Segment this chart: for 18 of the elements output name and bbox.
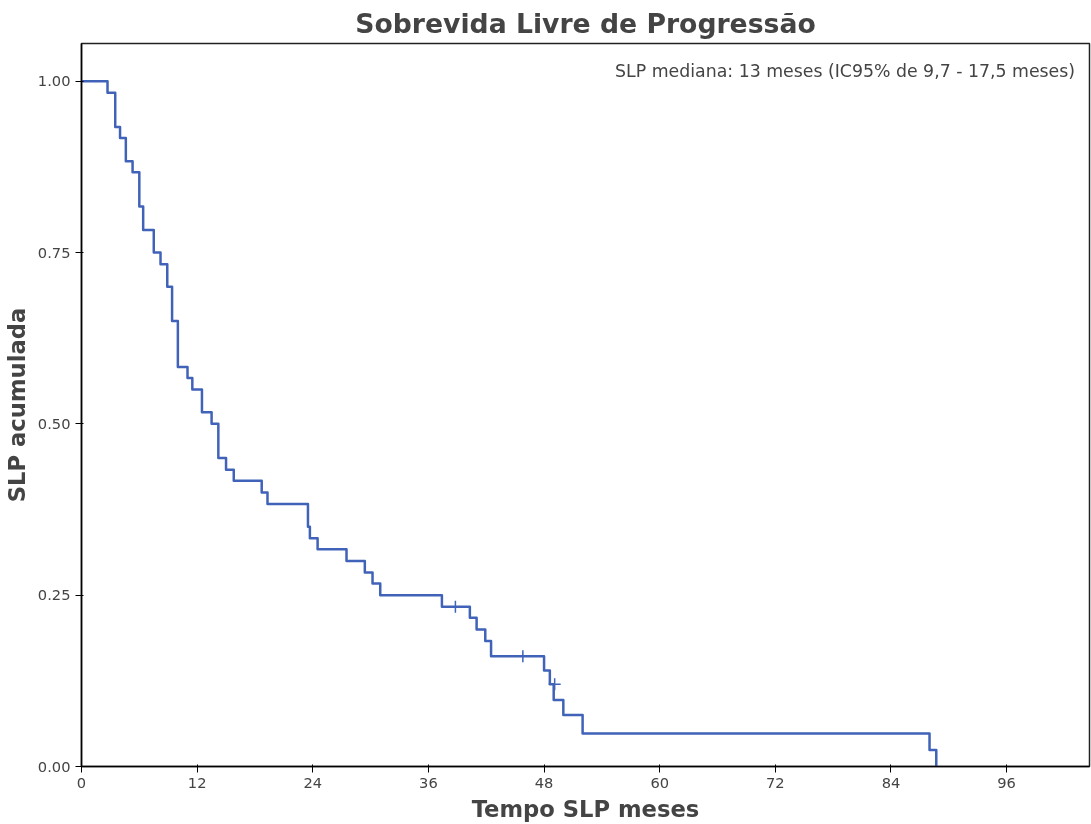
- y-tick-label: 0.25: [37, 586, 71, 604]
- x-tick-label: 84: [881, 773, 901, 791]
- x-tick-label: 72: [766, 773, 785, 791]
- y-tick-label: 1.00: [37, 72, 71, 90]
- y-axis-title: SLP acumulada: [3, 307, 30, 503]
- annotation: SLP mediana: 13 meses (IC95% de 9,7 - 17,5 meses): [615, 60, 1076, 81]
- x-tick-label: 0: [76, 773, 87, 791]
- x-axis-title: Tempo SLP meses: [471, 795, 700, 822]
- chart-title: Sobrevida Livre de Progressão: [355, 7, 816, 39]
- x-tick-label: 24: [303, 773, 323, 791]
- x-tick-label: 48: [534, 773, 554, 791]
- x-tick-label: 96: [997, 773, 1016, 791]
- y-tick-label: 0.50: [37, 414, 71, 432]
- y-tick-label: 0.00: [37, 757, 71, 775]
- x-tick-label: 60: [650, 773, 670, 791]
- x-tick-label: 36: [419, 773, 438, 791]
- x-tick-label: 12: [187, 773, 207, 791]
- y-tick-label: 0.75: [37, 243, 71, 261]
